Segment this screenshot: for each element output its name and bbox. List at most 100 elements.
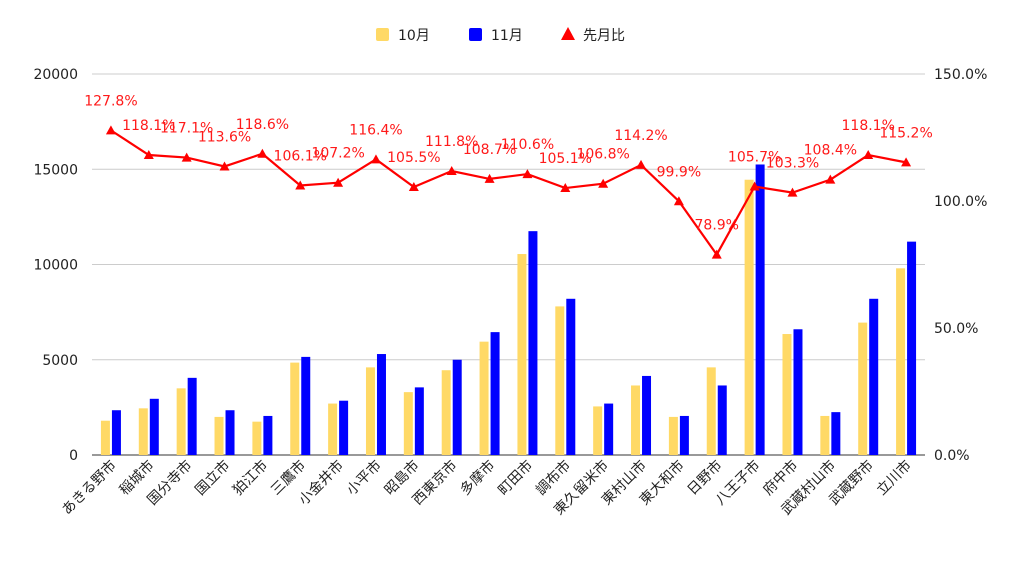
ratio-line: 127.8%118.1%117.1%113.6%118.6%106.1%107.…	[84, 93, 933, 259]
ratio-point	[257, 148, 268, 158]
ratio-point	[333, 177, 344, 187]
bar-10	[896, 268, 906, 455]
bar-11	[301, 356, 311, 455]
ratio-label: 107.2%	[311, 146, 364, 162]
bar-11	[263, 415, 273, 455]
ratio-label: 106.8%	[576, 147, 629, 163]
bar-10	[441, 370, 451, 455]
bar-11	[755, 164, 765, 456]
left-tick-label: 15000	[33, 162, 78, 178]
bar-11	[149, 398, 159, 455]
ratio-label: 114.2%	[614, 128, 667, 144]
right-tick-label: 100.0%	[934, 194, 987, 210]
ratio-point	[636, 159, 647, 169]
legend-label: 11月	[491, 28, 523, 44]
bars	[100, 164, 917, 456]
bar-11	[869, 298, 879, 455]
bar-10	[176, 388, 186, 455]
bar-10	[631, 385, 641, 455]
ratio-point	[446, 166, 457, 176]
bar-10	[403, 392, 413, 455]
ratio-point	[295, 180, 306, 190]
bar-10	[744, 179, 754, 456]
bar-10	[214, 416, 224, 455]
legend[interactable]: 10月 11月 先月比	[376, 27, 625, 44]
ratio-point	[105, 125, 116, 135]
left-tick-label: 20000	[33, 67, 78, 83]
bar-10	[252, 421, 262, 455]
ratio-point	[787, 187, 798, 197]
category-label: 国立市	[192, 457, 234, 499]
ratio-label: 115.2%	[879, 125, 932, 141]
category-label: 多摩市	[457, 457, 499, 499]
ratio-point	[673, 196, 684, 206]
ratio-point	[711, 249, 722, 259]
bar-10	[820, 415, 830, 455]
left-tick-label: 5000	[42, 353, 78, 369]
ratio-label: 118.6%	[236, 117, 289, 133]
ratio-label: 106.1%	[274, 149, 327, 165]
bar-11	[111, 410, 121, 455]
bar-11	[225, 410, 235, 455]
ratio-point	[560, 183, 571, 193]
ratio-point	[370, 154, 381, 164]
bar-11	[339, 400, 349, 455]
bar-10	[593, 406, 603, 455]
ratio-point	[408, 182, 419, 192]
bar-10	[479, 341, 489, 455]
bar-11	[679, 415, 689, 455]
ratio-label: 116.4%	[349, 122, 402, 138]
bar-11	[793, 329, 803, 455]
ratio-point	[143, 150, 154, 160]
legend-label: 10月	[398, 28, 430, 44]
ratio-label: 105.7%	[728, 150, 781, 166]
bar-10	[782, 334, 792, 455]
bar-10	[668, 416, 678, 455]
ratio-label: 110.6%	[501, 137, 554, 153]
legend-swatch	[469, 28, 482, 41]
bar-10	[290, 362, 300, 455]
bar-11	[642, 375, 652, 455]
legend-triangle-icon	[561, 27, 575, 40]
ratio-point	[522, 169, 533, 179]
bar-11	[452, 359, 462, 455]
ratio-label: 103.3%	[766, 156, 819, 172]
right-axis: 0.0% 50.0% 100.0% 150.0%	[934, 67, 987, 464]
ratio-label: 118.1%	[122, 118, 175, 134]
ratio-label: 78.9%	[695, 218, 739, 234]
ratio-point	[181, 152, 192, 162]
bar-11	[187, 377, 197, 455]
bar-11	[528, 231, 538, 455]
ratio-polyline	[110, 129, 907, 257]
ratio-label: 105.1%	[539, 151, 592, 167]
category-label: 町田市	[495, 457, 537, 499]
ratio-label: 108.4%	[804, 143, 857, 159]
bar-11	[490, 332, 500, 455]
legend-swatch	[376, 28, 389, 41]
bar-11	[717, 385, 727, 455]
ratio-point	[825, 174, 836, 184]
ratio-label: 99.9%	[657, 164, 701, 180]
bar-10	[517, 254, 527, 455]
bar-11	[414, 387, 424, 455]
bar-10	[100, 420, 110, 455]
bar-10	[365, 367, 375, 455]
bar-10	[138, 408, 148, 455]
bar-11	[907, 241, 917, 455]
ratio-label: 117.1%	[160, 121, 213, 137]
bar-11	[376, 354, 386, 455]
ratio-label: 127.8%	[84, 93, 137, 109]
ratio-label: 111.8%	[425, 134, 478, 150]
bar-11	[604, 403, 614, 455]
left-axis: 0 5000 10000 15000 20000	[33, 67, 78, 464]
right-tick-label: 50.0%	[934, 321, 978, 337]
right-tick-label: 0.0%	[934, 448, 970, 464]
ratio-point	[484, 173, 495, 183]
ratio-label: 105.5%	[387, 150, 440, 166]
ratio-point	[598, 178, 609, 188]
category-label: 小平市	[343, 457, 385, 499]
category-label: 狛江市	[229, 457, 271, 499]
ratio-point	[749, 181, 760, 191]
bar-11	[566, 298, 576, 455]
